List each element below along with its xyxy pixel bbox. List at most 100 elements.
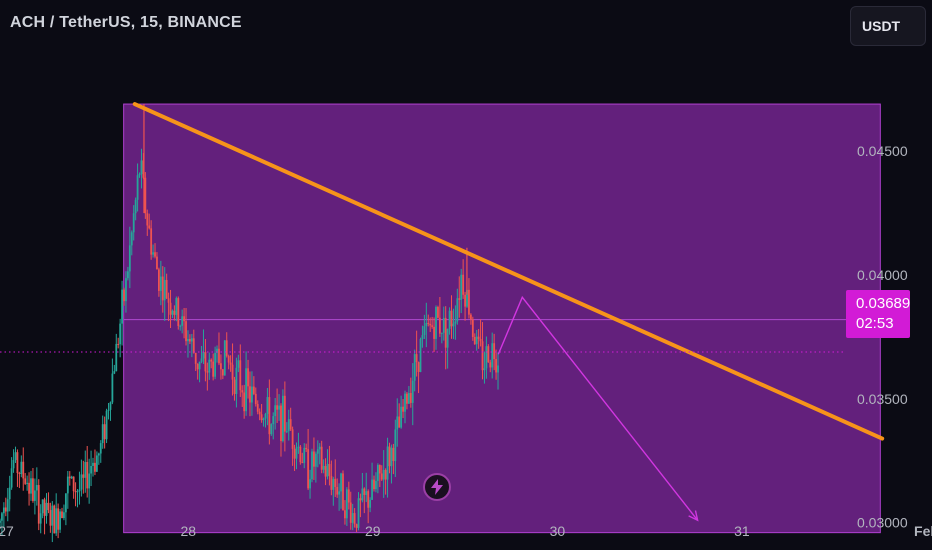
candle-body bbox=[126, 271, 129, 279]
candle-body bbox=[171, 310, 174, 315]
candle-body bbox=[276, 405, 279, 410]
candle-body bbox=[421, 335, 424, 340]
candle-body bbox=[210, 359, 213, 362]
current-price-value: 0.03689 bbox=[856, 295, 911, 312]
candle-body bbox=[340, 473, 342, 492]
candle-body bbox=[45, 502, 48, 516]
candle-body bbox=[4, 507, 7, 512]
candle-body bbox=[475, 336, 478, 345]
time-tick-label: 29 bbox=[365, 523, 381, 539]
candle-body bbox=[20, 461, 23, 475]
time-tick-label: Feb bbox=[914, 523, 932, 539]
candle-body bbox=[146, 213, 149, 226]
candle-body bbox=[130, 232, 133, 246]
projection-arrowhead bbox=[688, 510, 699, 522]
candle-body bbox=[355, 524, 358, 528]
candle-body bbox=[80, 474, 83, 490]
candle-body bbox=[117, 343, 120, 345]
time-tick-label: 30 bbox=[550, 523, 566, 539]
candle-body bbox=[353, 513, 356, 525]
candle-body bbox=[398, 416, 401, 428]
candle-body bbox=[324, 465, 327, 477]
lightning-button[interactable] bbox=[423, 473, 451, 501]
candle-body bbox=[43, 499, 46, 516]
candle-body bbox=[442, 317, 445, 333]
candle-body bbox=[181, 316, 184, 326]
candle-body bbox=[6, 499, 9, 512]
time-tick-label: 28 bbox=[180, 523, 196, 539]
candle-body bbox=[235, 367, 238, 395]
candle-body bbox=[270, 424, 273, 435]
candle-body bbox=[37, 485, 40, 524]
candle-body bbox=[221, 369, 224, 376]
candle-body bbox=[314, 453, 317, 467]
candle-body bbox=[200, 358, 203, 362]
trendline-layer bbox=[132, 102, 885, 441]
candle-body bbox=[376, 465, 379, 481]
lightning-icon bbox=[431, 479, 443, 495]
candle-body bbox=[318, 446, 321, 450]
candle-body bbox=[53, 505, 56, 534]
candle-body bbox=[262, 418, 265, 421]
candle-body bbox=[382, 469, 385, 480]
candle-body bbox=[70, 476, 73, 479]
candle-body bbox=[287, 419, 290, 432]
candle-body bbox=[190, 338, 193, 342]
candle-body bbox=[479, 338, 482, 342]
currency-label: USDT bbox=[862, 18, 901, 34]
candle-body bbox=[92, 462, 94, 466]
candle-body bbox=[347, 489, 350, 503]
candle-body bbox=[396, 416, 399, 430]
time-tick-label: 31 bbox=[734, 523, 750, 539]
candle-body bbox=[57, 508, 60, 530]
candle-body bbox=[274, 405, 277, 417]
candle-body bbox=[196, 363, 199, 370]
candle-body bbox=[344, 510, 346, 519]
candle-body bbox=[223, 340, 226, 376]
candle-body bbox=[26, 482, 29, 484]
candle-body bbox=[32, 478, 34, 501]
candle-body bbox=[322, 465, 325, 470]
candle-body bbox=[468, 289, 470, 315]
candle-body bbox=[154, 252, 156, 257]
candle-body bbox=[282, 395, 284, 442]
candle-body bbox=[392, 447, 395, 462]
candle-body bbox=[384, 469, 387, 480]
candle-body bbox=[22, 461, 25, 479]
candle-body bbox=[297, 446, 300, 448]
candle-body bbox=[18, 473, 21, 475]
price-tick-label: 0.03500 bbox=[857, 391, 908, 407]
candle-body bbox=[386, 446, 389, 480]
candle-body bbox=[169, 302, 172, 315]
currency-button[interactable]: USDT bbox=[850, 6, 926, 46]
candle-body bbox=[119, 323, 122, 345]
candle-body bbox=[390, 447, 393, 467]
candle-body bbox=[189, 339, 191, 342]
candle-body bbox=[241, 390, 244, 393]
candle-body bbox=[61, 511, 63, 519]
candle-body bbox=[285, 431, 288, 433]
trendline bbox=[132, 102, 885, 441]
candle-body bbox=[349, 502, 352, 523]
price-tick-label: 0.03000 bbox=[857, 515, 908, 531]
candle-body bbox=[245, 368, 248, 412]
candle-body bbox=[136, 175, 139, 200]
candle-body bbox=[440, 332, 443, 334]
candle-body bbox=[144, 177, 147, 214]
candle-body bbox=[208, 359, 211, 373]
candle-body bbox=[328, 463, 331, 476]
candle-body bbox=[140, 160, 143, 175]
candle-body bbox=[311, 451, 313, 480]
price-zone bbox=[123, 103, 881, 534]
candle-body bbox=[303, 447, 306, 463]
candle-body bbox=[338, 491, 341, 495]
candle-body bbox=[247, 368, 249, 387]
symbol-title[interactable]: ACH / TetherUS, 15, BINANCE bbox=[10, 14, 242, 31]
candle-body bbox=[152, 252, 154, 255]
candle-body bbox=[264, 413, 267, 419]
candle-body bbox=[167, 298, 170, 303]
candle-body bbox=[74, 491, 77, 493]
candle-body bbox=[268, 397, 271, 435]
candle-body bbox=[82, 474, 85, 478]
